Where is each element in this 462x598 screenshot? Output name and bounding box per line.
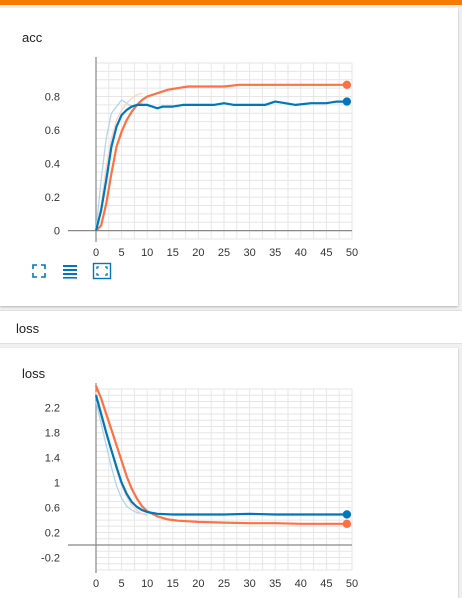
x-tick-label: 40	[295, 247, 307, 258]
x-tick-label: 10	[141, 247, 153, 258]
acc-chart-title: acc	[22, 30, 43, 45]
loss-chart-card: loss 0 5 10 15 20 25 30 35 40 45 50 2.2 1.8 1.4 1 0.6 0.…	[0, 348, 458, 598]
y-tick-label: 0.2	[45, 192, 60, 204]
x-tick-label: 40	[295, 578, 307, 590]
x-tick-label: 30	[243, 578, 255, 590]
fullscreen-icon	[32, 264, 46, 278]
y-tick-label: 0.6	[45, 125, 60, 137]
series-end-point-0	[342, 80, 352, 89]
loss-section-header[interactable]: loss	[0, 310, 462, 344]
y-tick-label: 1	[54, 478, 60, 490]
x-tick-label: 5	[119, 247, 125, 258]
series-line-0	[95, 83, 347, 232]
y-tick-label: 0.2	[45, 528, 60, 540]
x-tick-label: 35	[269, 247, 281, 258]
x-tick-label: 50	[346, 578, 358, 590]
y-tick-label: 1.8	[45, 428, 60, 440]
x-tick-label: 15	[167, 578, 179, 590]
list-icon	[63, 265, 77, 279]
x-tick-label: 25	[218, 578, 230, 590]
series-end-point-1	[342, 510, 352, 519]
y-tick-label: 1.4	[45, 453, 60, 465]
y-tick-label: -0.2	[41, 553, 60, 565]
x-tick-label: 0	[93, 247, 99, 258]
x-tick-label: 35	[269, 578, 281, 590]
section-title: loss	[16, 321, 40, 336]
series-line-1	[94, 100, 347, 231]
y-tick-label: 0.8	[45, 92, 60, 104]
grid	[95, 62, 353, 240]
y-tick-label: 0.4	[45, 159, 60, 171]
fullscreen-button[interactable]	[30, 262, 48, 280]
fit-domain-button[interactable]	[92, 262, 112, 280]
y-tick-label: 2.2	[45, 403, 60, 415]
loss-chart-title: loss	[22, 366, 46, 381]
x-tick-label: 45	[320, 578, 332, 590]
x-tick-label: 45	[320, 247, 332, 258]
x-tick-label: 0	[93, 578, 99, 590]
acc-chart-card: acc 0 5 10 15 20 25 30 35 40 45 50 0 0.2 0.4 0.6 0.8	[0, 8, 458, 306]
y-tick-label: 0	[54, 226, 60, 238]
series-end-point-0	[342, 519, 352, 529]
series-end-point-1	[342, 97, 352, 106]
x-tick-label: 15	[167, 247, 179, 258]
series-line-1	[94, 394, 347, 516]
x-tick-label: 30	[243, 247, 255, 258]
series-line-2	[95, 401, 148, 516]
acc-chart[interactable]: 0 5 10 15 20 25 30 35 40 45 50 0 0.2 0.4 0.6 0.8	[0, 8, 458, 258]
loss-chart[interactable]: 0 5 10 15 20 25 30 35 40 45 50 2.2 1.8 1.4 1 0.6 0.2 -0.2	[0, 348, 458, 598]
series-line-3	[95, 92, 143, 231]
toggle-log-scale-button[interactable]	[61, 262, 79, 280]
x-tick-label: 20	[192, 247, 204, 258]
x-tick-label: 5	[119, 578, 125, 590]
x-tick-label: 20	[192, 578, 204, 590]
grid	[95, 388, 353, 571]
x-tick-label: 25	[218, 247, 230, 258]
top-accent-bar	[0, 0, 462, 5]
fit-domain-icon	[92, 262, 112, 280]
y-tick-label: 0.6	[45, 503, 60, 515]
x-tick-label: 10	[141, 578, 153, 590]
x-tick-label: 50	[346, 247, 358, 258]
